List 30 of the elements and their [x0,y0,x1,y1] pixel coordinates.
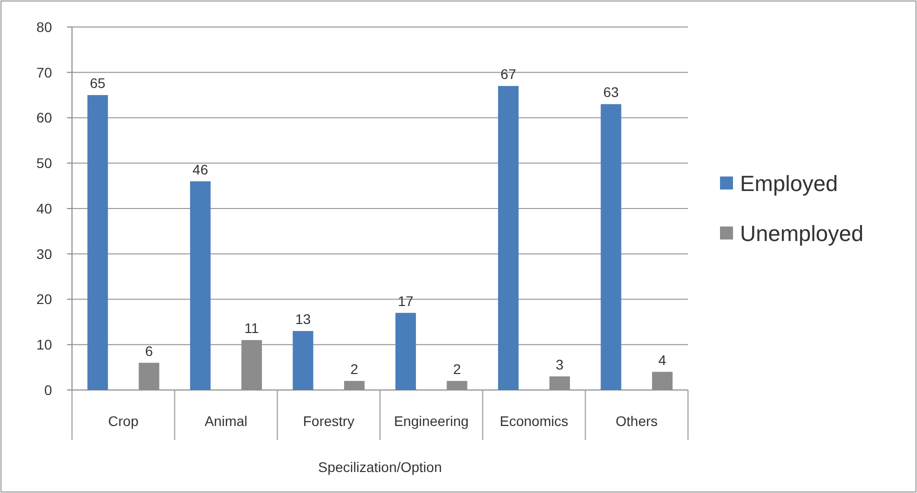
data-label: 13 [295,311,311,328]
data-label: 4 [658,352,666,368]
x-tick-label: Economics [500,413,568,429]
y-tick-label: 50 [36,155,52,172]
data-label: 46 [192,161,208,178]
data-label: 6 [145,342,154,359]
x-tick-label: Animal [204,413,248,429]
x-tick-label: Others [616,413,658,429]
data-label: 65 [90,75,106,92]
data-label: 11 [244,320,260,336]
y-tick-label: 70 [36,64,52,80]
y-tick-label: 80 [36,18,52,35]
y-tick-label: 60 [36,110,52,126]
x-tick-label: Engineering [394,413,469,429]
y-tick-label: 10 [36,336,52,353]
legend-label: Employed [740,171,838,196]
data-label: 17 [398,292,414,309]
x-tick-label: Crop [108,413,139,429]
data-label: 63 [603,84,619,100]
y-tick-label: 0 [44,382,52,398]
x-tick-label: Forestry [302,413,354,429]
data-label: 2 [453,360,462,377]
y-tick-label: 20 [36,291,52,308]
data-label: 2 [350,360,358,377]
legend-label: Unemployed [740,221,864,246]
x-axis-title: Specilization/Option [318,459,442,475]
y-tick-label: 40 [36,200,52,216]
data-label: 67 [500,66,516,82]
data-label: 3 [556,356,564,372]
y-tick-label: 30 [36,246,52,262]
